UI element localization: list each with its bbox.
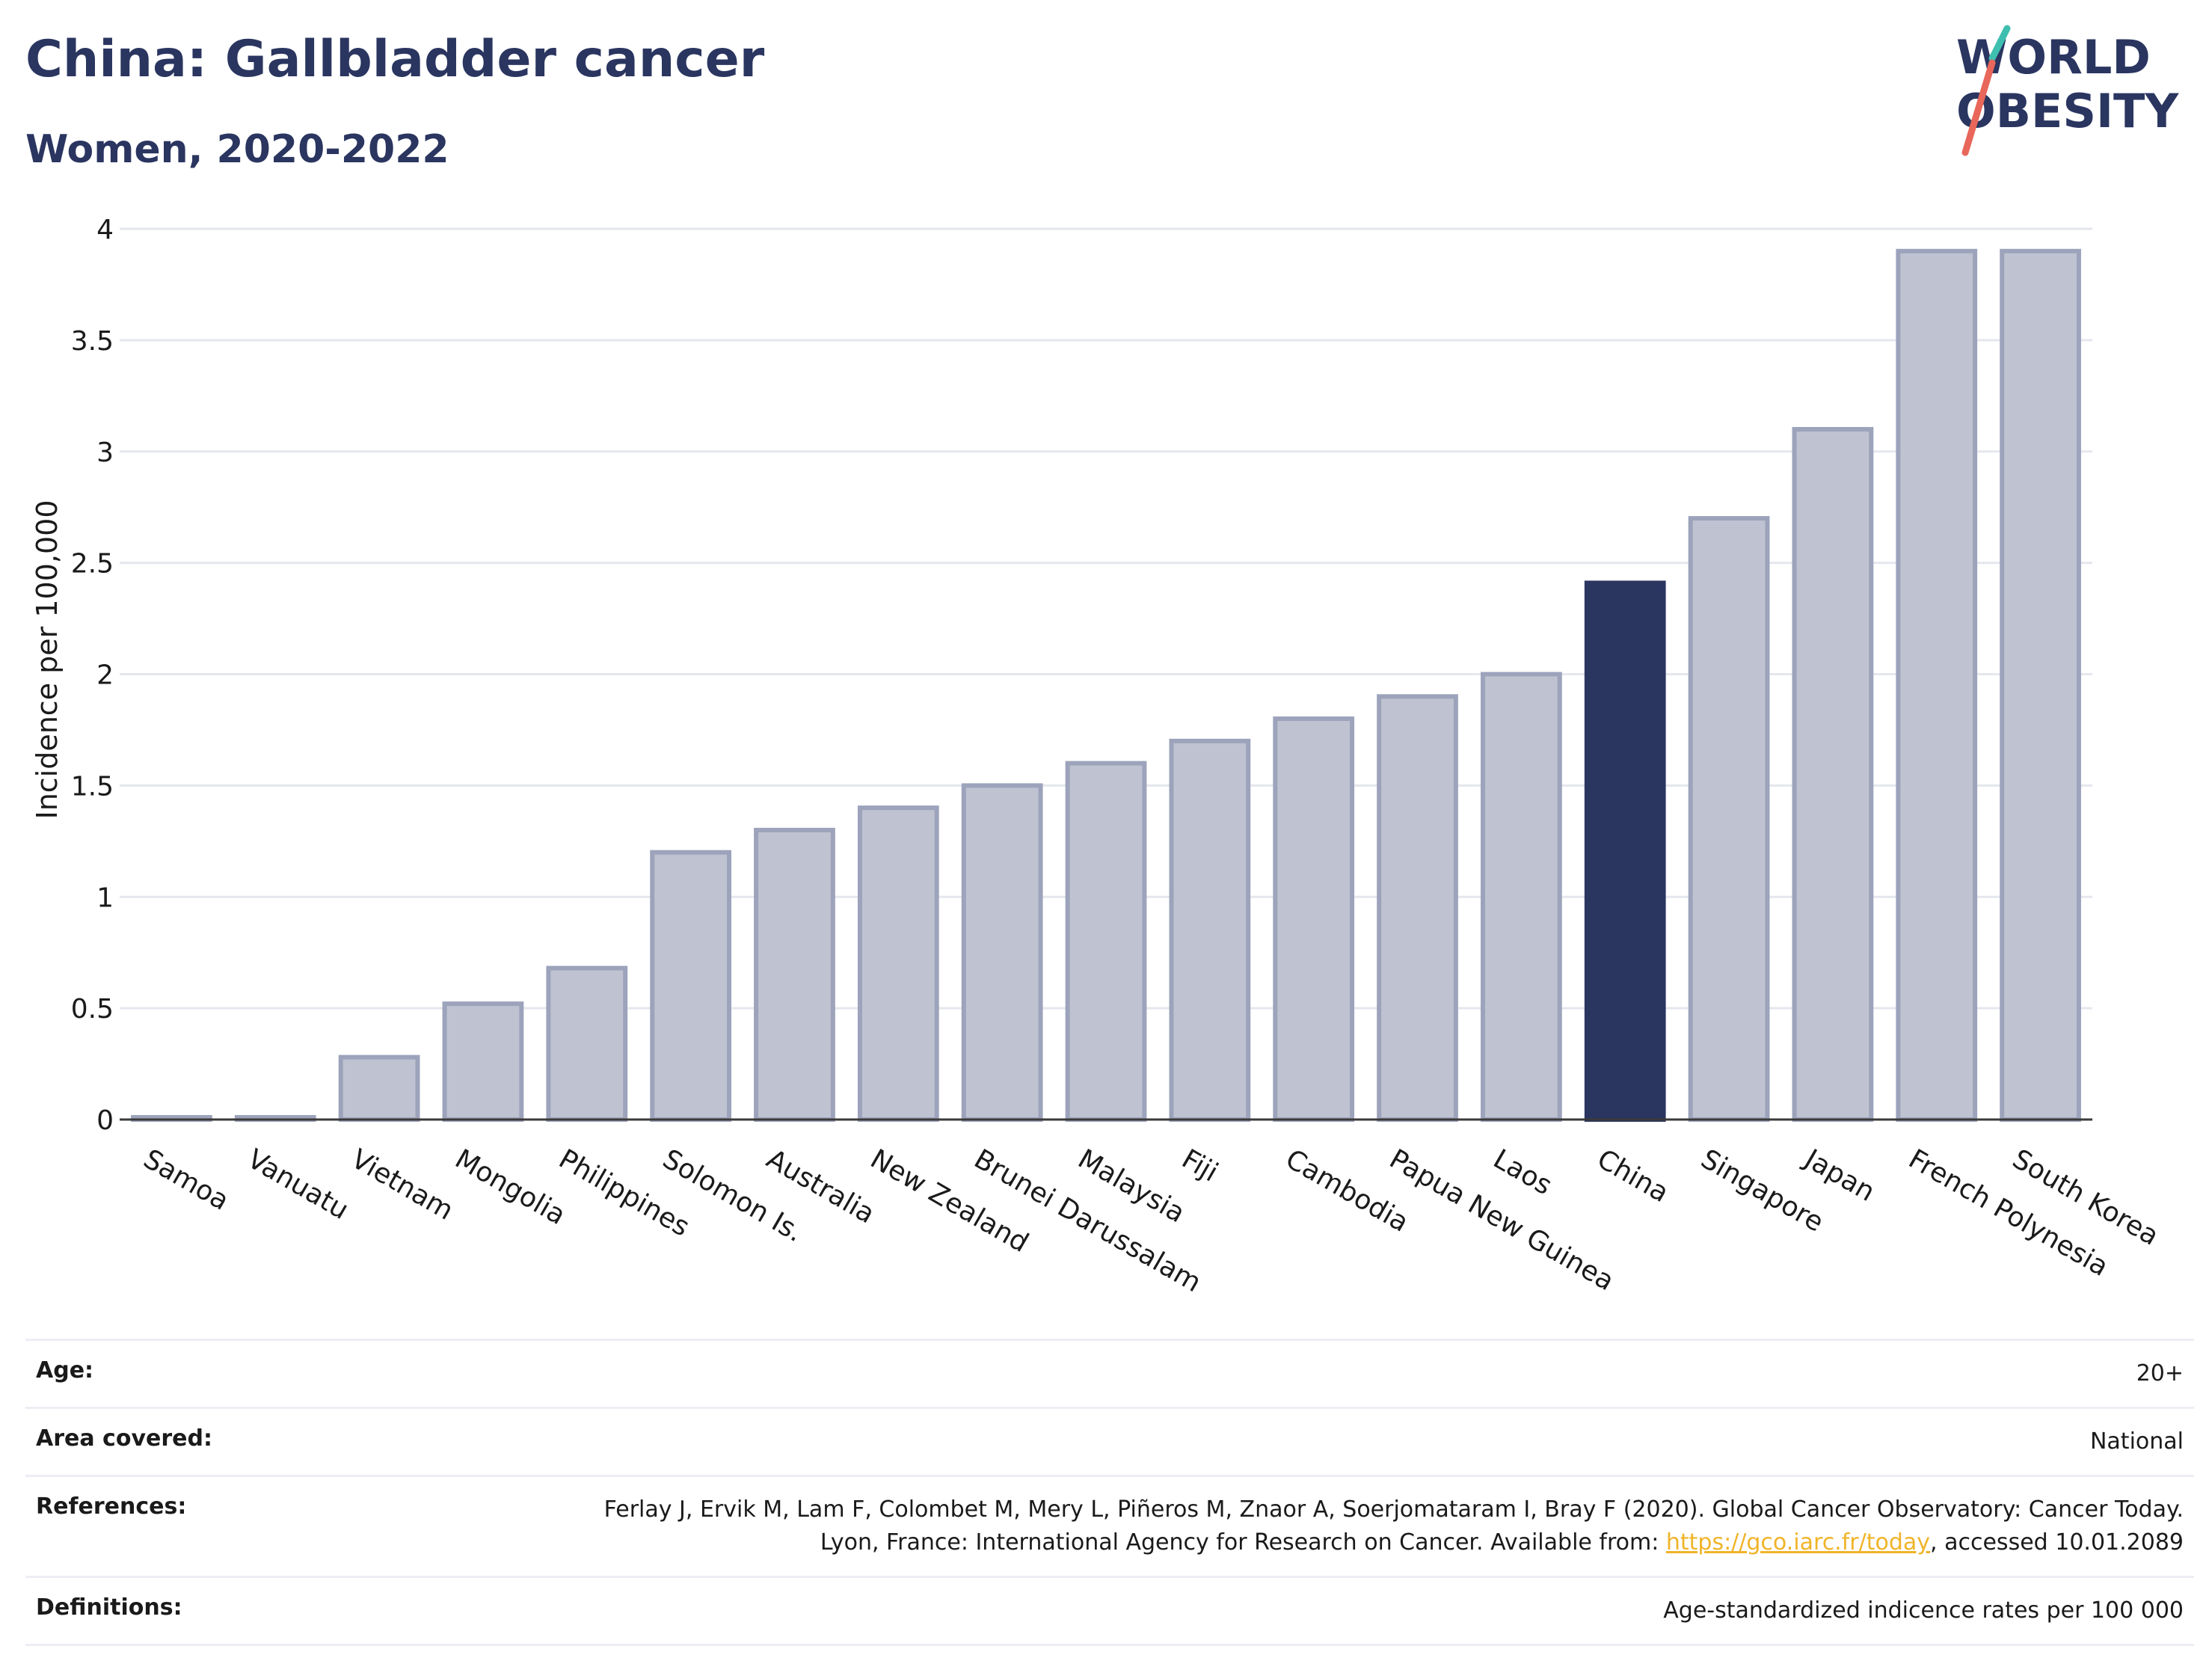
x-tick-label: Vietnam [346, 1143, 458, 1226]
bar-philippines[interactable] [546, 965, 628, 1123]
logo-slash-teal [1988, 25, 2011, 62]
bar-french-polynesia[interactable] [1896, 248, 1978, 1122]
info-row-references: References: Ferlay J, Ervik M, Lam F, Co… [25, 1475, 2194, 1576]
logo-slash-coral [1961, 59, 1996, 156]
bar-vietnam[interactable] [338, 1054, 420, 1123]
bar-mongolia[interactable] [442, 1001, 524, 1123]
y-tick-label: 2.5 [71, 549, 114, 580]
y-axis-title: Incidence per 100,000 [31, 500, 64, 819]
references-text: Ferlay J, Ervik M, Lam F, Colombet M, Me… [603, 1496, 2184, 1556]
bar-singapore[interactable] [1688, 516, 1770, 1122]
y-axis: 0 0.5 1 1.5 2 2.5 3 3.5 4 [71, 215, 114, 1136]
age-label: Age: [36, 1357, 94, 1384]
y-tick-label: 0.5 [71, 994, 114, 1025]
x-tick-label: Japan [1798, 1143, 1880, 1208]
x-tick-label: Mongolia [449, 1143, 571, 1231]
bar-australia[interactable] [754, 827, 835, 1123]
y-tick-label: 4 [96, 215, 114, 245]
age-value: 20+ [2136, 1360, 2184, 1387]
bar-brunei-darussalam[interactable] [961, 783, 1043, 1122]
bars [131, 248, 2081, 1123]
y-tick-label: 2 [96, 660, 114, 691]
references-label: References: [36, 1493, 187, 1520]
world-obesity-logo: WORLD OBESITY [1956, 25, 2179, 156]
bar-malaysia[interactable] [1065, 761, 1147, 1122]
bar-cambodia[interactable] [1273, 716, 1355, 1122]
y-tick-label: 3.5 [71, 326, 114, 357]
x-axis: Samoa VanuatuVietnamMongoliaPhilippinesSo… [120, 1118, 2163, 1298]
bar-laos[interactable] [1480, 672, 1562, 1122]
definitions-value: Age-standardized indicence rates per 100… [1663, 1597, 2184, 1624]
x-tick-label: Fiji [1176, 1143, 1223, 1188]
x-tick-label: Samoa [138, 1143, 234, 1217]
area-value: National [2089, 1428, 2184, 1455]
definitions-label: Definitions: [36, 1594, 182, 1621]
bar-papua-new-guinea[interactable] [1377, 694, 1458, 1122]
bar-china[interactable] [1584, 580, 1666, 1122]
y-tick-label: 3 [96, 437, 114, 468]
bar-new-zealand[interactable] [857, 805, 939, 1123]
references-value: Ferlay J, Ervik M, Lam F, Colombet M, Me… [576, 1493, 2184, 1559]
info-row-area: Area covered: National [25, 1407, 2194, 1475]
y-tick-label: 1 [96, 882, 114, 913]
bar-solomon-is[interactable] [650, 850, 732, 1122]
bar-japan[interactable] [1792, 426, 1874, 1122]
references-accessed: , accessed 10.01.2089 [1930, 1529, 2184, 1556]
info-row-age: Age: 20+ [25, 1339, 2194, 1407]
x-tick-label: China [1592, 1143, 1674, 1209]
y-tick-label: 1.5 [71, 771, 114, 802]
bar-fiji[interactable] [1169, 738, 1251, 1122]
logo-line-2: OBESITY [1956, 84, 2179, 138]
info-table: Age: 20+ Area covered: National Referenc… [25, 1339, 2194, 1646]
bar-chart: 0 0.5 1 1.5 2 2.5 3 3.5 4 Samoa VanuatuVietnamMon… [31, 215, 2163, 1298]
info-row-definitions: Definitions: Age-standardized indicence … [25, 1576, 2194, 1646]
x-tick-label: Vanuatu [242, 1143, 354, 1226]
references-link[interactable]: https://gco.iarc.fr/today [1665, 1529, 1931, 1556]
chart-title: China: Gallbladder cancer [25, 30, 765, 89]
chart-subtitle: Women, 2020-2022 [25, 127, 449, 172]
x-tick-label: Laos [1488, 1143, 1557, 1201]
bar-south-korea[interactable] [2000, 248, 2081, 1122]
area-label: Area covered: [36, 1425, 212, 1452]
y-tick-label: 0 [96, 1105, 114, 1136]
